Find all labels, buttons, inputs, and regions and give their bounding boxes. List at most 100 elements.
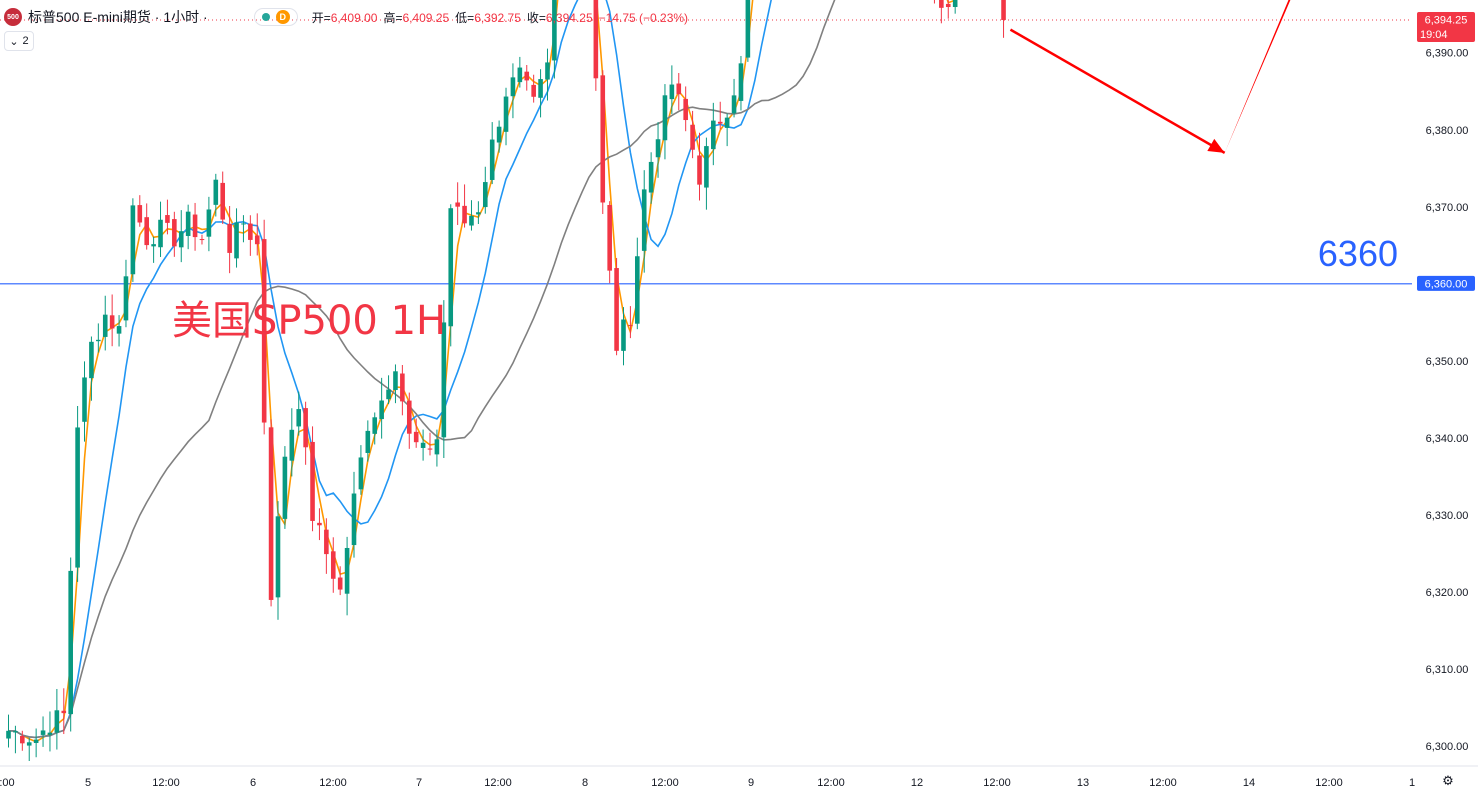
price-axis-bg (1412, 0, 1478, 766)
candle (310, 426, 315, 532)
x-tick-label: 12:00 (484, 777, 512, 789)
candle (13, 725, 18, 754)
candle (496, 120, 502, 153)
candle (82, 361, 87, 442)
price-tags: 6,450.006,430.006,404.786,402.676,401.28… (1417, 11, 1475, 291)
candle-body (420, 442, 426, 448)
candle (386, 375, 391, 405)
candle (655, 122, 661, 178)
candle-body (683, 98, 688, 121)
candle (330, 537, 336, 593)
candle (206, 196, 212, 252)
x-tick-label: 14 (1243, 777, 1255, 789)
candle-body (648, 161, 654, 193)
y-tick-label: 6,370.00 (1426, 202, 1469, 214)
candle-body (593, 0, 599, 79)
candle-body (89, 341, 94, 379)
candle-body (641, 189, 647, 251)
candle-body (614, 268, 619, 351)
symbol-title[interactable]: 标普500 E-mini期货 · 1小时 · (28, 9, 208, 25)
x-tick-label: 7 (416, 777, 422, 789)
x-tick-label: 12:00 (983, 777, 1011, 789)
candle-body (365, 430, 371, 453)
candle (538, 69, 543, 118)
candle-body (655, 139, 661, 158)
x-tick-label: 12:00 (319, 777, 347, 789)
candle-body (199, 239, 205, 241)
candle (641, 170, 647, 273)
candle-body (178, 231, 184, 248)
candle (109, 294, 115, 347)
market-status-pill[interactable]: D (253, 8, 298, 26)
candle-body (517, 67, 523, 83)
candle (144, 203, 149, 250)
candle (745, 0, 751, 62)
forecast-arrow (1009, 0, 1291, 154)
candle (939, 0, 944, 24)
candle-body (379, 400, 384, 420)
candle (33, 728, 39, 758)
x-tick-label: 12 (911, 777, 923, 789)
x-tick-label: 8 (582, 777, 588, 789)
candle (648, 152, 654, 204)
candle-body (102, 314, 108, 337)
x-tick-label: 5 (85, 777, 91, 789)
candle-body (227, 223, 232, 253)
candle-body (213, 179, 219, 205)
candle-body (945, 3, 951, 8)
candle-body (690, 124, 695, 150)
candle (406, 392, 412, 449)
candle-body (510, 77, 516, 97)
candle (61, 688, 67, 735)
candle-body (503, 96, 509, 132)
ohlc-label: 开= (311, 10, 331, 25)
x-tick-label: 1 (1409, 777, 1415, 789)
x-tick-label: 12:00 (1149, 777, 1177, 789)
candle-body (68, 570, 73, 715)
candle-body (704, 146, 709, 188)
candle-body (531, 84, 536, 97)
candle (324, 518, 329, 574)
candle-body (254, 235, 260, 245)
candle-body (469, 215, 474, 226)
gear-icon[interactable]: ⚙ (1442, 773, 1454, 788)
chart-title: 美国SP500 1H (172, 298, 446, 344)
ohlc-values: 开=6,409.00 高=6,409.25 低=6,392.75 收=6,394.25… (312, 9, 694, 26)
horizontal-levels: 645064306360 (0, 19, 1412, 285)
candle-body (123, 276, 129, 321)
candle (261, 219, 267, 435)
candle (185, 204, 191, 250)
countdown-label: 19:04 (1420, 29, 1448, 41)
x-tick-label: 6 (250, 777, 256, 789)
candle (462, 184, 467, 228)
candle (607, 201, 612, 284)
candle-body (33, 739, 39, 743)
candle-body (600, 75, 606, 203)
candle-body (1001, 0, 1006, 20)
candle-body (738, 63, 744, 101)
candle-body (296, 409, 302, 427)
candle (413, 418, 419, 448)
candle (75, 405, 80, 582)
candle-body (711, 120, 716, 150)
candle-body (303, 408, 308, 448)
candle-body (400, 373, 405, 402)
candle-body (372, 417, 378, 434)
candle-body (441, 322, 447, 438)
candle-body (330, 551, 336, 579)
candle-body (952, 0, 958, 8)
ohlc-label: 收= (526, 10, 546, 25)
candle (137, 195, 143, 227)
candle (469, 200, 474, 231)
candle (517, 56, 523, 88)
candle (220, 171, 226, 225)
candle (628, 306, 633, 339)
candle (192, 202, 198, 251)
candle (89, 336, 94, 401)
collapse-indicators-button[interactable]: ⌄ 2 (4, 31, 34, 51)
candle (614, 258, 619, 356)
candle-body (621, 319, 626, 351)
candle-body (13, 731, 18, 733)
candle-body (172, 219, 177, 247)
